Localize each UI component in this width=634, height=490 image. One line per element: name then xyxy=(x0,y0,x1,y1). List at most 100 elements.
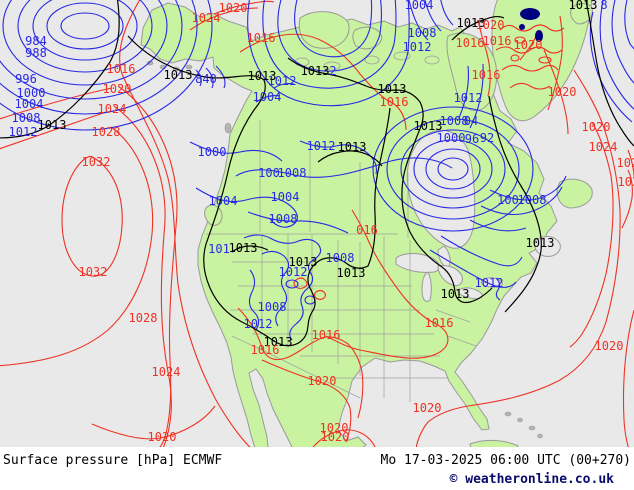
isobar-label: 1016 xyxy=(472,68,501,82)
isobar-label: 1020 xyxy=(582,120,611,134)
isobar-label: 1013 xyxy=(164,68,193,82)
cuba xyxy=(469,439,519,447)
isobar-label: 1020 xyxy=(320,421,349,435)
isobar-label: 1020 xyxy=(413,401,442,415)
isobar-label: 1016 xyxy=(483,34,512,48)
isobar-label: 1020 xyxy=(514,38,543,52)
isobar-label: 96 xyxy=(465,132,479,146)
isobar-label: 1013 xyxy=(229,241,258,255)
isobars-red xyxy=(0,0,634,447)
isobar-label: 1013 xyxy=(338,140,367,154)
product-label: Surface pressure [hPa] ECMWF xyxy=(3,453,223,468)
landmasses xyxy=(140,0,593,447)
isobar-label: 101 xyxy=(208,242,230,256)
isobar-label: 1024 xyxy=(589,140,618,154)
copyright-link[interactable]: © weatheronline.co.uk xyxy=(449,472,614,487)
isobar-label: 1004 xyxy=(271,190,300,204)
isobar-label: 1000 xyxy=(17,86,46,100)
fjord-patch xyxy=(519,24,525,30)
isobar-label: 1020 xyxy=(476,18,505,32)
isobar-label: 984 xyxy=(25,34,47,48)
isobar-label: 1016 xyxy=(312,328,341,342)
isobar-label: 1012 xyxy=(268,74,297,88)
isobar-label: 1024 xyxy=(98,102,127,116)
isobar-label: 1012 xyxy=(307,139,336,153)
bahamas-islet xyxy=(504,411,512,417)
arctic-islet xyxy=(424,55,440,65)
isobar-label: 996 xyxy=(15,72,37,86)
isobar-label: 1013 xyxy=(414,119,443,133)
isobar-label: 1008 xyxy=(12,111,41,125)
greenland xyxy=(491,0,593,122)
isobar-label: 1020 xyxy=(103,82,132,96)
isobar-label: 1020 xyxy=(148,430,177,444)
isobar-label: 1013 xyxy=(301,64,330,78)
isobar-label: 1020 xyxy=(548,85,577,99)
isobar-label: 1012 xyxy=(475,276,504,290)
arctic-islet xyxy=(323,61,341,71)
isobar-label: 1008 xyxy=(440,114,469,128)
isobar-label: 1004 xyxy=(15,97,44,111)
isobar-label: 016 xyxy=(356,223,378,237)
isobar-label: 8 xyxy=(600,0,607,12)
isobar-label: 1028 xyxy=(92,125,121,139)
isobar-label: 100 xyxy=(497,193,519,207)
isobar-label: 1013 xyxy=(457,16,486,30)
isobar-label: 1012 xyxy=(279,265,308,279)
isobar-label: 1032 xyxy=(82,155,111,169)
isobar-label: 1013 xyxy=(337,266,366,280)
isobar-label: 1013 xyxy=(289,255,318,269)
isobar-label: 1004 xyxy=(209,194,238,208)
bahamas-islet xyxy=(517,417,523,423)
newfoundland xyxy=(556,178,593,209)
isobar-label: 1013 xyxy=(441,287,470,301)
isobar-label: 1000 xyxy=(198,145,227,159)
aleutian-islet xyxy=(185,64,193,70)
isobar-label: 1013 xyxy=(569,0,598,12)
isobar-label: 1004 xyxy=(253,90,282,104)
haida-gwaii-islet xyxy=(224,122,232,134)
isobar-label: 1013 xyxy=(248,69,277,83)
isobar-label: 1016 xyxy=(380,95,409,109)
arctic-island xyxy=(352,26,383,50)
arctic-islet xyxy=(364,55,380,65)
surface-pressure-map: 984 988 996 1000 1004 1008 1012 840 1012 1004 1000… xyxy=(0,0,634,447)
isobar-label: 1000 xyxy=(437,131,466,145)
bahamas-islet xyxy=(528,425,536,431)
isobar-label: 1008 xyxy=(278,166,307,180)
isobar-label: 2 xyxy=(329,64,336,78)
isobar-label: 1020 xyxy=(595,339,624,353)
fjord-patch xyxy=(535,30,543,42)
isobar-label: 1016 xyxy=(107,62,136,76)
arctic-island xyxy=(298,11,350,49)
isobar-label: 1012 xyxy=(244,317,273,331)
isobar-label: 100 xyxy=(258,166,280,180)
isobar-label: 1016 xyxy=(456,36,485,50)
isobar-label: 1020 xyxy=(321,430,350,444)
isobar-label: 1008 xyxy=(518,193,547,207)
isobar-label: 1024 xyxy=(152,365,181,379)
isobar-label: 1016 xyxy=(425,316,454,330)
isobar-label: 1032 xyxy=(618,175,634,189)
political-borders xyxy=(206,120,477,402)
isobar-label: 92 xyxy=(480,131,494,145)
isobar-label: 1012 xyxy=(454,91,483,105)
isobar-label: 1008 xyxy=(258,300,287,314)
fjord-patch xyxy=(520,8,540,20)
isobar-label: 1013 xyxy=(264,335,293,349)
lake-michigan xyxy=(421,271,432,303)
valid-time-label: Mo 17-03-2025 06:00 UTC (00+270) xyxy=(380,453,631,468)
isobar-label: 1028 xyxy=(617,156,634,170)
bahamas-islet xyxy=(537,433,543,439)
isobar-label: 1008 xyxy=(408,26,437,40)
map-footer: Surface pressure [hPa] ECMWF Mo 17-03-20… xyxy=(0,447,634,490)
isobar-label: 1012 xyxy=(403,40,432,54)
isobar-label: 1013 xyxy=(378,82,407,96)
isobar-label: 1008 xyxy=(326,251,355,265)
isobar-label: 1013 xyxy=(38,118,67,132)
isobar-label: 04 xyxy=(464,114,478,128)
isobar-label: 1016 xyxy=(251,343,280,357)
isobar-label: 840 xyxy=(195,72,217,86)
